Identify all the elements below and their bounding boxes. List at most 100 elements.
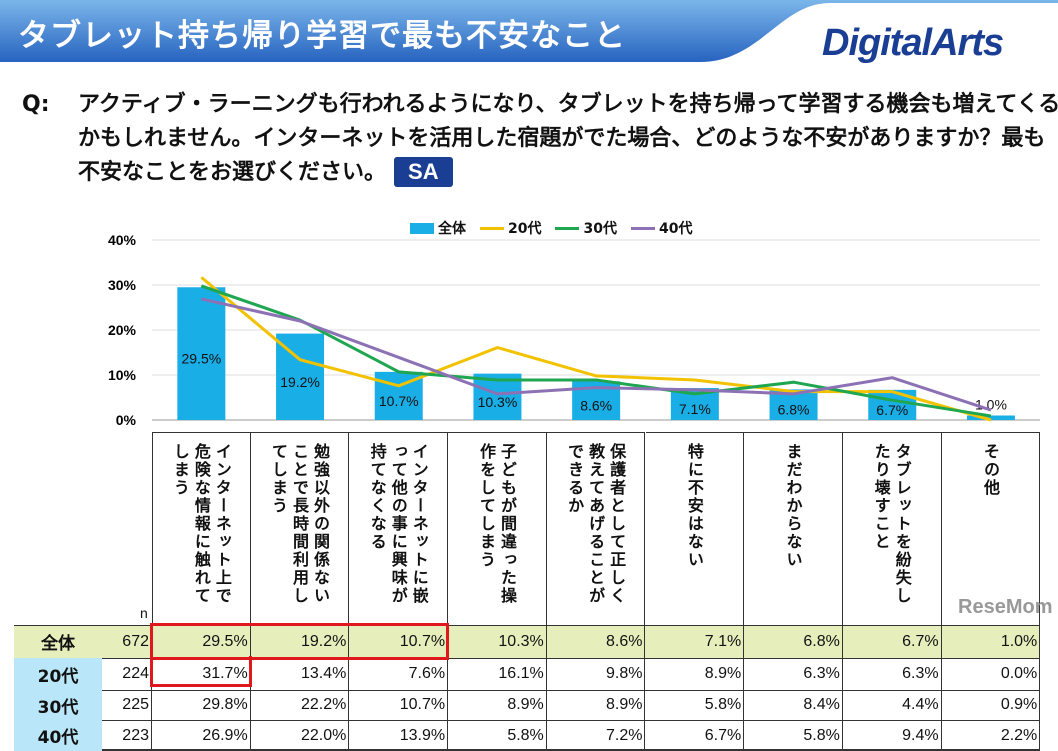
chart: 0% 10% 20% 30% 40% 29.5% 19.2% 10.7% 10.3% 8.6% 7.… [108,232,1040,428]
legend-item: 全体 [410,218,466,238]
row-n: 672 [102,625,152,658]
bar-total [177,287,226,420]
table-cell: 8.9% [448,690,547,720]
category-header: まだわからない [744,432,843,625]
chart-legend: 全体 20代 30代 40代 [410,218,692,238]
line-30代 [200,284,992,418]
bar-data-label: 6.7% [876,402,908,418]
legend-bar-swatch [410,222,434,234]
header-banner [0,0,1058,62]
bar-data-label: 7.1% [679,401,711,417]
category-header: その他 [941,432,1041,625]
table-cell: 9.8% [547,658,646,690]
category-header: 子どもが間違った操作をしてしまう [448,432,547,625]
row-label: 40代 [14,720,102,751]
table-cell: 6.7% [646,720,745,751]
table-cell: 4.4% [843,690,942,720]
bar-data-label: 19.2% [280,374,320,390]
table-cell: 7.2% [547,720,646,751]
page-title: タブレット持ち帰り学習で最も不安なこと [18,18,626,54]
category-label: インターネット上で危険な情報に触れてしまう [170,443,232,605]
row-label: 30代 [14,690,102,720]
category-header: タブレットを紛失したり壊すこと [842,432,942,625]
table-cell: 1.0% [942,625,1041,658]
row-label: 20代 [14,658,102,690]
table-cell: 8.9% [547,690,646,720]
table-cell: 10.7% [349,690,449,720]
line-40代 [201,297,992,412]
category-header: 特に不安はない [645,432,745,625]
question-text: アクティブ・ラーニングも行われるようになり、タブレットを持ち帰って学習する機会も… [78,92,1058,185]
table-cell: 8.6% [547,625,646,658]
category-label: 勉強以外の関係ないことで長時間利用してしまう [269,443,331,605]
table-cell: 7.6% [349,658,449,690]
bar-data-label: 10.7% [379,393,419,409]
table-cell: 26.9% [152,720,251,751]
bar-data-label: 29.5% [181,351,221,367]
table-row [14,720,1040,751]
y-tick-label: 10% [108,367,137,383]
question-label: Q: [22,92,50,117]
row-n: 225 [102,690,152,720]
table-row [14,690,1040,720]
table-cell: 22.2% [251,690,350,720]
table-cell: 6.8% [744,625,843,658]
n-header: n [140,605,148,621]
row-label: 全体 [41,634,75,654]
category-label: まだわからない [783,443,803,569]
table-cell: 8.9% [646,658,745,690]
table-cell: 22.0% [251,720,350,751]
table-cell: 6.3% [843,658,942,690]
highlight-box-20s [150,656,252,687]
table-cell: 19.2% [251,625,350,658]
legend-line-swatch [555,226,580,230]
category-header: 勉強以外の関係ないことで長時間利用してしまう [250,432,350,625]
legend-item: 20代 [480,218,541,238]
table-cell: 7.1% [646,625,745,658]
table-row [14,625,1040,658]
row-n: 224 [102,658,152,690]
y-tick-label: 0% [116,412,137,428]
table-cell: 6.7% [843,625,942,658]
legend-item: 40代 [630,218,693,238]
table-cell: 0.9% [942,690,1041,720]
table-cell: 0.0% [942,658,1041,690]
y-tick-label: 40% [108,232,137,248]
legend-label: 全体 [438,221,466,237]
category-label: インターネットに嵌って他の事に興味が持てなくなる [367,443,429,605]
table-cell: 8.4% [744,690,843,720]
line-20代 [200,276,992,422]
table-cell: 10.3% [448,625,547,658]
y-tick-label: 20% [108,322,137,338]
table-cell: 2.2% [942,720,1041,751]
table-cell: 13.9% [349,720,449,751]
legend-label: 20代 [508,221,542,237]
category-label: 保護者として正しく教えてあげることができるか [565,443,627,605]
bar-data-label: 6.8% [778,402,810,418]
row-n: 223 [102,720,152,751]
table-cell: 29.5% [152,625,251,658]
resemom-watermark: ReseMom [958,596,1053,618]
legend-label: 40代 [658,221,693,237]
legend-label: 30代 [583,221,617,237]
highlight-box-total [150,623,450,660]
category-header: インターネット上で危険な情報に触れてしまう [152,432,251,625]
table-cell: 16.1% [448,658,547,690]
digitalarts-logo: DigitalArts [822,22,1004,64]
bar-data-label: 8.6% [580,398,612,414]
table-cell: 13.4% [251,658,350,690]
legend-line-swatch [480,226,504,230]
y-tick-label: 30% [108,277,137,293]
bar-total [966,415,1015,420]
table-cell: 5.8% [744,720,843,751]
table-row [14,658,1040,690]
legend-item: 30代 [555,218,617,238]
category-label: その他 [980,443,1000,497]
table-cell: 5.8% [448,720,547,751]
legend-line-swatch [630,226,655,230]
table-cell: 9.4% [843,720,942,751]
table-cell: 5.8% [646,690,745,720]
category-label: 子どもが間違った操作をしてしまう [476,443,517,605]
category-label: 特に不安はない [684,443,704,569]
table-cell: 29.8% [152,690,251,720]
